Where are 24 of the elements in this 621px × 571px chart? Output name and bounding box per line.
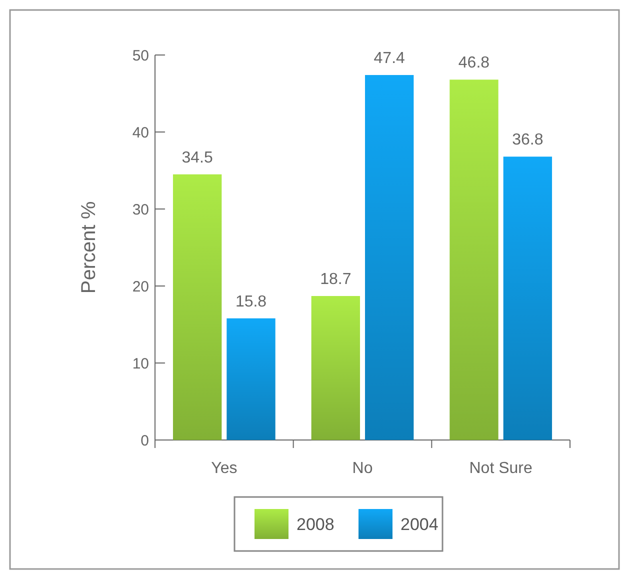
data-label: 18.7	[320, 271, 352, 288]
y-tick-label: 20	[132, 278, 149, 296]
data-label: 36.8	[512, 132, 544, 149]
data-label: 46.8	[458, 54, 490, 72]
legend-label: 2008	[296, 514, 334, 534]
y-tick-label: 50	[132, 47, 149, 64]
y-tick-label: 10	[132, 355, 149, 372]
x-tick-label: Yes	[211, 460, 238, 477]
data-label: 15.8	[235, 293, 267, 310]
x-tick-label: No	[352, 460, 373, 477]
bar	[450, 80, 498, 440]
data-label: 47.4	[374, 50, 406, 68]
y-axis-title: Percent %	[78, 201, 100, 294]
bar	[365, 75, 414, 440]
bar	[226, 318, 276, 440]
bar	[503, 156, 552, 440]
y-tick-label: 0	[140, 432, 149, 450]
bar	[311, 296, 360, 440]
y-tick-label: 30	[132, 201, 149, 218]
legend-label: 2004	[400, 514, 438, 534]
data-label: 34.5	[182, 149, 213, 166]
bar	[172, 174, 222, 440]
y-tick-label: 40	[132, 124, 149, 142]
x-tick-label: Not Sure	[469, 460, 533, 477]
